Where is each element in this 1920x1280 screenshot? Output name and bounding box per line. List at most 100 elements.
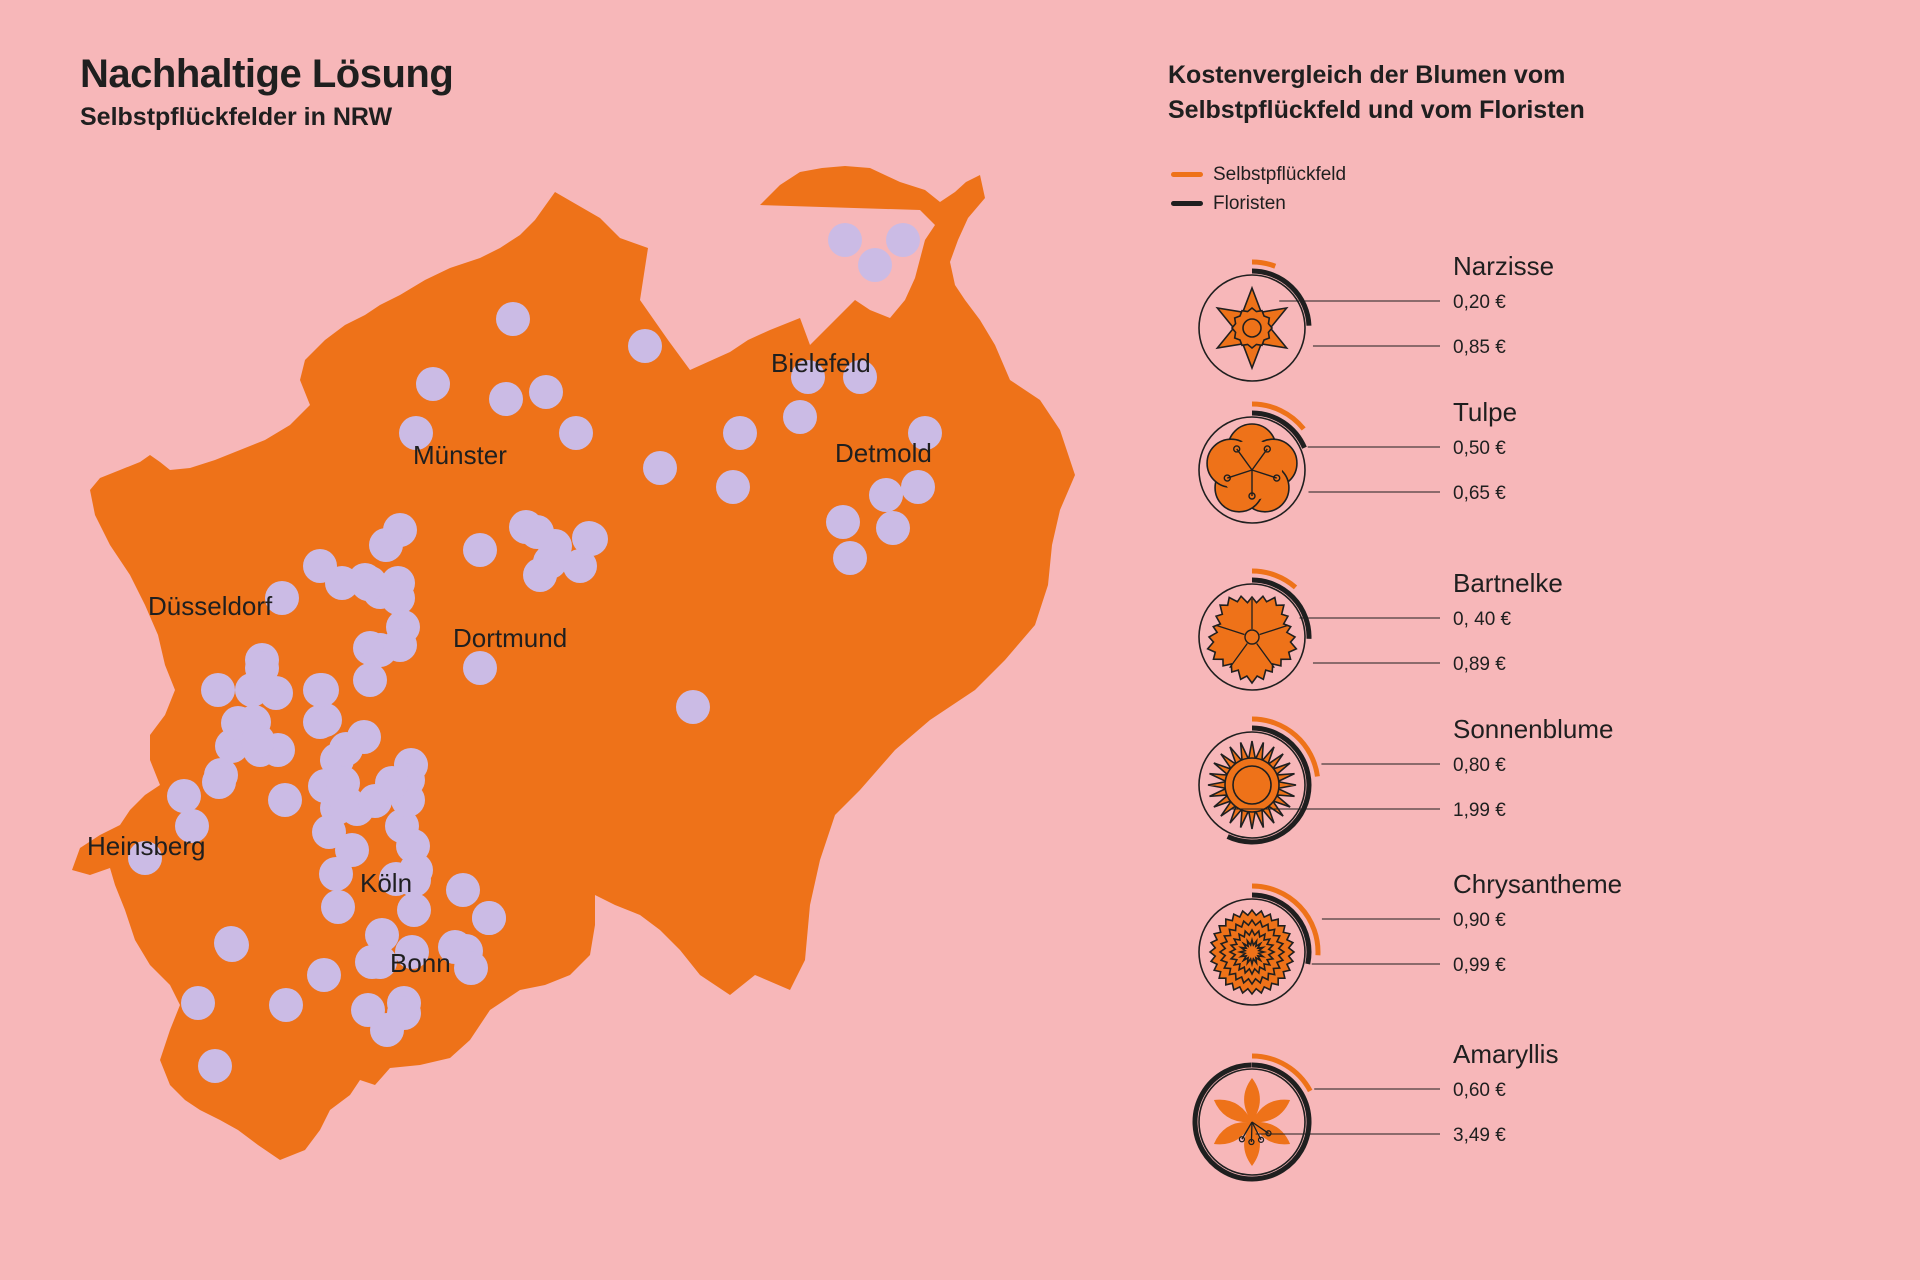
flower-row: Amaryllis 0,60 € 3,49 €: [1192, 1039, 1558, 1182]
field-marker: [307, 958, 341, 992]
selbst-price: 0,60 €: [1453, 1080, 1506, 1101]
city-label: Bielefeld: [771, 348, 871, 378]
flower-name: Tulpe: [1453, 397, 1517, 427]
flower-name: Narzisse: [1453, 251, 1554, 281]
comparison-title-line1: Kostenvergleich der Blumen vom: [1168, 61, 1566, 89]
field-marker: [559, 416, 593, 450]
field-marker: [353, 663, 387, 697]
field-marker: [167, 779, 201, 813]
field-marker: [676, 690, 710, 724]
selbst-price: 0,20 €: [1453, 292, 1506, 313]
florist-price: 3,49 €: [1453, 1125, 1506, 1146]
field-marker: [259, 676, 293, 710]
selbst-arc: [1251, 259, 1277, 269]
field-marker: [463, 533, 497, 567]
field-marker: [202, 765, 236, 799]
flower-row: Tulpe 0,50 € 0,65 €: [1198, 397, 1517, 524]
field-marker: [383, 628, 417, 662]
field-marker: [375, 766, 409, 800]
field-marker: [791, 360, 825, 394]
field-marker: [454, 951, 488, 985]
field-marker: [198, 1049, 232, 1083]
flower-row: Bartnelke 0, 40 € 0,89 €: [1198, 568, 1563, 691]
field-marker: [351, 567, 385, 601]
field-marker: [201, 673, 235, 707]
flower-name: Chrysantheme: [1453, 869, 1622, 899]
selbst-arc: [1251, 883, 1321, 956]
city-label: Münster: [413, 440, 507, 470]
city-label: Düsseldorf: [148, 591, 273, 621]
field-marker: [265, 581, 299, 615]
city-label: Dortmund: [453, 623, 567, 653]
field-marker: [181, 986, 215, 1020]
field-marker: [538, 529, 572, 563]
florist-price: 0,89 €: [1453, 654, 1506, 675]
legend-item-florist: Floristen: [1171, 189, 1346, 218]
selbst-arc: [1251, 568, 1298, 590]
field-marker: [303, 673, 337, 707]
florist-arc: [1251, 577, 1312, 639]
field-marker: [381, 581, 415, 615]
field-marker: [858, 248, 892, 282]
florist-arc: [1226, 725, 1312, 845]
flower-frame: [1198, 1068, 1306, 1176]
field-marker: [489, 382, 523, 416]
field-marker: [523, 558, 557, 592]
field-marker: [369, 528, 403, 562]
field-marker: [355, 945, 389, 979]
city-label: Detmold: [835, 438, 932, 468]
field-marker: [303, 705, 337, 739]
selbst-price: 0, 40 €: [1453, 609, 1512, 630]
field-marker: [399, 416, 433, 450]
florist-arc: [1251, 892, 1312, 965]
city-labels: Münster Bielefeld Detmold Düsseldorf Dortmun…: [87, 348, 932, 978]
field-marker: [446, 873, 480, 907]
page-subtitle: Selbstpflückfelder in NRW: [80, 103, 393, 131]
florist-price: 1,99 €: [1453, 800, 1506, 821]
field-marker: [387, 996, 421, 1030]
field-marker: [395, 935, 429, 969]
florist-price: 0,65 €: [1453, 483, 1506, 504]
field-marker: [365, 918, 399, 952]
city-label: Köln: [360, 868, 412, 898]
field-marker: [319, 857, 353, 891]
field-marker: [843, 360, 877, 394]
legend-label-florist: Floristen: [1213, 192, 1286, 214]
field-marker: [312, 815, 346, 849]
field-marker: [901, 470, 935, 504]
florist-arc: [1192, 1062, 1312, 1182]
flower-row: Narzisse 0,20 € 0,85 €: [1198, 251, 1554, 382]
selbst-arc: [1251, 1053, 1313, 1093]
selbstpflueckfeld-markers: [128, 223, 942, 1083]
field-marker: [416, 367, 450, 401]
field-marker: [325, 566, 359, 600]
field-marker: [326, 766, 360, 800]
field-marker: [908, 416, 942, 450]
field-marker: [826, 505, 860, 539]
title-block: Nachhaltige Lösung Selbstpflückfelder in…: [80, 52, 454, 132]
field-marker: [472, 901, 506, 935]
flower-frame: [1198, 731, 1306, 839]
selbst-arc: [1251, 716, 1320, 777]
city-label: Bonn: [390, 948, 451, 978]
field-marker: [529, 375, 563, 409]
flower-frame: [1198, 583, 1306, 691]
comparison-title-block: Kostenvergleich der Blumen vom Selbstpfl…: [1168, 58, 1688, 128]
page-title: Nachhaltige Lösung: [80, 52, 454, 96]
legend-item-selbst: Selbstpflückfeld: [1171, 160, 1346, 189]
field-marker: [716, 470, 750, 504]
field-marker: [128, 841, 162, 875]
field-marker: [869, 478, 903, 512]
florist-price: 0,85 €: [1453, 337, 1506, 358]
sunflower-icon: [1207, 740, 1297, 830]
field-marker: [572, 521, 606, 555]
field-marker: [321, 890, 355, 924]
field-marker: [335, 833, 369, 867]
flower-frame: [1198, 416, 1306, 524]
field-marker: [628, 329, 662, 363]
florist-arc: [1251, 268, 1312, 326]
selbst-arc: [1251, 401, 1306, 431]
selbst-price: 0,90 €: [1453, 910, 1506, 931]
